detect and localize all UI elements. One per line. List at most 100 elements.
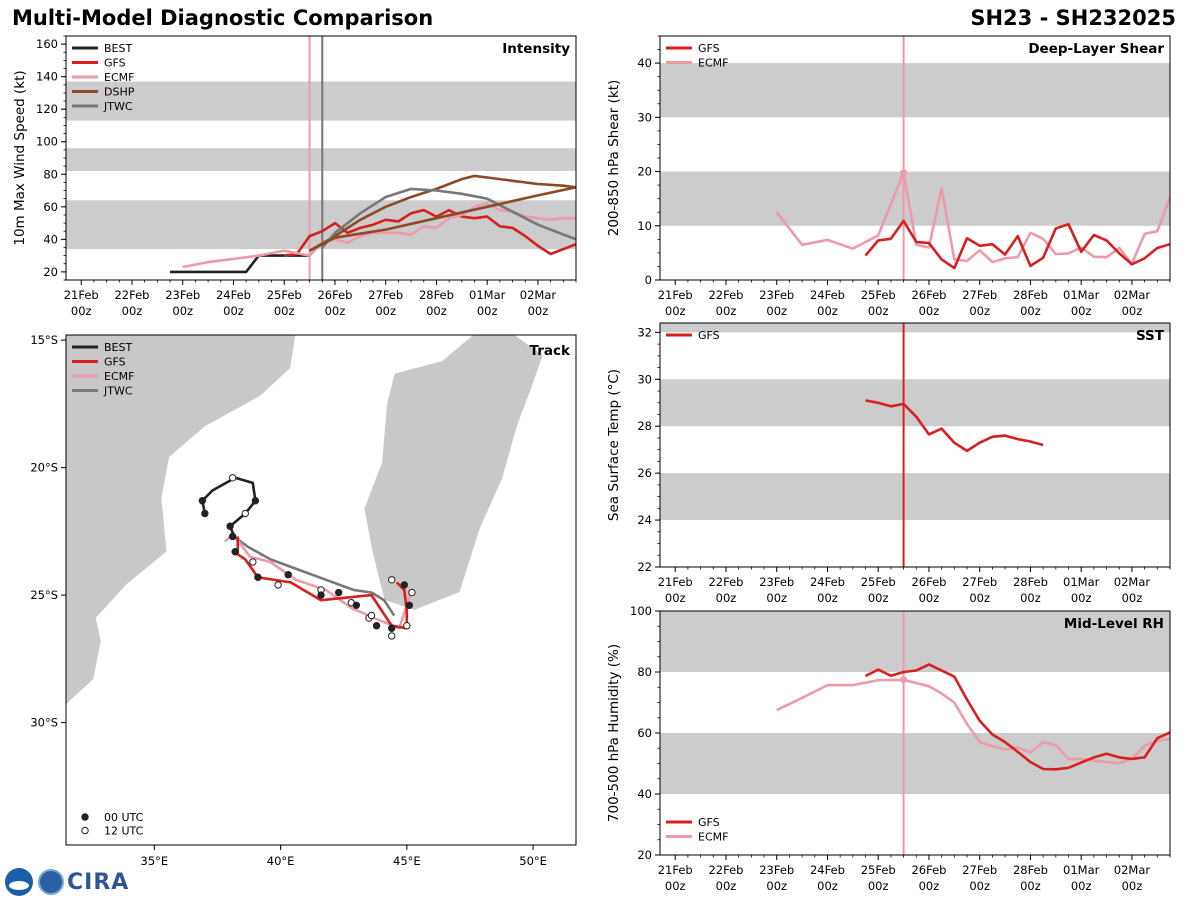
shear-shaded-band <box>660 171 1170 226</box>
sst-x-tick-hour: 00z <box>868 591 889 605</box>
sst-x-tick-date: 01Mar <box>1063 575 1100 589</box>
shear-x-tick-hour: 00z <box>919 304 940 318</box>
intensity-x-tick-hour: 00z <box>477 304 498 318</box>
intensity-series-gfs <box>284 208 576 257</box>
intensity-y-tick-label: 80 <box>43 167 58 181</box>
intensity-y-tick-label: 100 <box>36 135 58 149</box>
rh-x-tick-hour: 00z <box>919 879 940 893</box>
rh-x-tick-date: 25Feb <box>861 863 896 877</box>
rh-x-tick-hour: 00z <box>766 879 787 893</box>
track-point-00utc <box>372 622 381 630</box>
intensity-panel-title: Intensity <box>502 41 570 57</box>
sst-x-tick-hour: 00z <box>665 591 686 605</box>
track-point-12utc <box>387 632 396 640</box>
track-x-tick-label: 50°E <box>519 854 547 868</box>
track-point-00utc <box>231 548 239 556</box>
shear-panel-title: Deep-Layer Shear <box>1028 41 1164 57</box>
sst-x-tick-date: 23Feb <box>759 575 794 589</box>
intensity-y-tick-label: 20 <box>43 265 58 279</box>
track-point-12utc <box>249 558 257 566</box>
shear-x-tick-date: 27Feb <box>962 288 997 302</box>
intensity-shaded-band <box>66 81 576 121</box>
sst-x-tick-date: 24Feb <box>810 575 845 589</box>
track-series-best <box>201 476 257 540</box>
track-panel-title: Track <box>530 343 571 359</box>
track-point-12utc <box>228 474 237 482</box>
shear-x-tick-date: 22Feb <box>708 288 743 302</box>
rh-y-axis-label: 700-500 hPa Humidity (%) <box>606 644 622 822</box>
sst-y-tick-label: 24 <box>637 513 652 527</box>
track-point-12utc <box>367 611 376 620</box>
rh-x-tick-date: 28Feb <box>1013 863 1048 877</box>
shear-x-tick-date: 01Mar <box>1063 288 1100 302</box>
track-series-jtwc <box>229 532 396 617</box>
sst-frame <box>659 322 1171 568</box>
track-chart: 35°E 40°E 45°E 50°E 15°S 20°S 25°S 30°S Track BES… <box>30 333 577 868</box>
shear-x-tick-date: 24Feb <box>810 288 845 302</box>
track-point-00utc <box>334 588 343 597</box>
rh-x-tick-date: 24Feb <box>810 863 845 877</box>
shear-y-tick-label: 30 <box>637 110 652 124</box>
shear-x-tick-date: 25Feb <box>861 288 896 302</box>
sst-x-tick-hour: 00z <box>1122 591 1143 605</box>
legend-label-ecmf: ECMF <box>698 57 728 70</box>
track-frame <box>65 334 577 846</box>
legend-label-gfs: GFS <box>698 816 720 829</box>
track-point-00utc <box>317 591 325 599</box>
intensity-series-dshp <box>309 186 576 252</box>
intensity-y-tick-label: 60 <box>43 200 58 214</box>
intensity-x-tick-date: 27Feb <box>368 288 403 302</box>
track-point-12utc <box>408 588 416 597</box>
legend-label-gfs: GFS <box>104 356 126 369</box>
cira-logo: CIRA <box>5 866 129 898</box>
shear-x-tick-date: 02Mar <box>1114 288 1151 302</box>
shear-x-tick-hour: 00z <box>766 304 787 318</box>
shear-x-tick-hour: 00z <box>817 304 838 318</box>
track-point-12utc <box>241 509 249 518</box>
legend-label-jtwc: JTWC <box>103 385 133 398</box>
intensity-x-tick-date: 01Mar <box>469 288 506 302</box>
shear-y-tick-label: 10 <box>637 219 652 233</box>
shear-x-tick-date: 28Feb <box>1013 288 1048 302</box>
sst-shaded-band <box>660 379 1170 427</box>
track-point-00utc <box>405 601 414 609</box>
rh-x-tick-date: 26Feb <box>911 863 946 877</box>
track-point-00utc <box>284 571 292 579</box>
intensity-shaded-band <box>66 200 576 250</box>
track-point-12utc <box>387 576 396 584</box>
intensity-x-tick-date: 21Feb <box>64 288 99 302</box>
marker-legend-dot <box>81 826 89 835</box>
sst-panel-title: SST <box>1136 328 1165 344</box>
intensity-x-tick-date: 02Mar <box>520 288 557 302</box>
rh-y-tick-label: 40 <box>637 787 652 801</box>
rh-panel-title: Mid-Level RH <box>1064 616 1164 632</box>
shear-x-tick-date: 26Feb <box>911 288 946 302</box>
sst-x-tick-hour: 00z <box>1071 591 1092 605</box>
track-point-00utc <box>251 497 260 505</box>
rh-x-tick-hour: 00z <box>969 879 990 893</box>
sst-shaded-band <box>660 473 1170 521</box>
legend-label-ecmf: ECMF <box>104 370 134 383</box>
intensity-x-tick-hour: 00z <box>325 304 346 318</box>
legend-label-jtwc: JTWC <box>103 100 133 113</box>
rh-x-tick-date: 23Feb <box>759 863 794 877</box>
legend-label-gfs: GFS <box>698 42 720 55</box>
track-point-00utc <box>352 601 361 609</box>
shear-x-tick-hour: 00z <box>969 304 990 318</box>
sst-x-tick-hour: 00z <box>969 591 990 605</box>
intensity-x-tick-date: 23Feb <box>165 288 200 302</box>
track-x-tick-label: 35°E <box>141 854 169 868</box>
intensity-shaded-band <box>66 148 576 172</box>
track-point-00utc <box>226 522 234 530</box>
rh-x-tick-date: 22Feb <box>708 863 743 877</box>
land-madagascar <box>363 335 544 611</box>
sst-x-tick-hour: 00z <box>1020 591 1041 605</box>
shear-chart: 0 10 20 30 40 21Feb 00z 22Feb 00z 23Feb 00z 24Feb 00… <box>606 35 1171 318</box>
sst-x-tick-hour: 00z <box>817 591 838 605</box>
track-series-ecmf <box>224 532 414 630</box>
marker-legend-label: 00 UTC <box>104 811 144 824</box>
sst-series-gfs <box>865 399 1044 453</box>
track-point-00utc <box>201 509 209 518</box>
globe-icon <box>38 869 64 895</box>
